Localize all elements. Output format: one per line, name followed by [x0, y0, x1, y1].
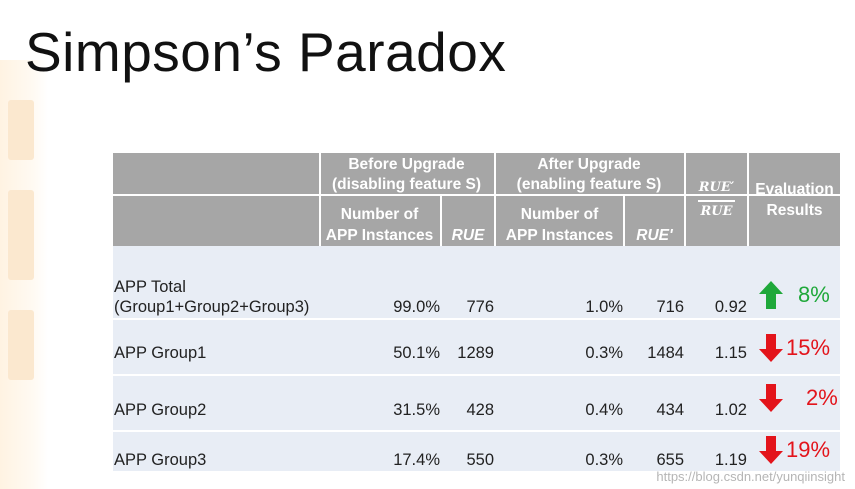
after-instances-value: 1.0% [585, 298, 623, 316]
left-watermark-decoration [0, 60, 48, 489]
row-label: APP Total [114, 278, 186, 296]
ratio-value: 0.92 [714, 298, 747, 316]
result-percent: 8% [798, 282, 830, 307]
row-label: APP Group2 [114, 401, 207, 419]
watermark-shape [8, 310, 34, 380]
ratio-numerator: RUE′ [698, 180, 735, 195]
row-divider [113, 374, 840, 376]
ratio-value: 1.15 [714, 344, 747, 362]
evaluation-result: 19% [758, 435, 830, 465]
evaluation-header: Evaluation Results [749, 153, 840, 246]
after-instances-header: Number of APP Instances [496, 196, 623, 246]
down-arrow-icon [759, 334, 783, 362]
before-instances-value: 31.5% [393, 401, 440, 419]
after-rue-value: 1484 [647, 344, 684, 362]
after-rue-value: 655 [656, 451, 684, 469]
before-instances-value: 17.4% [393, 451, 440, 469]
watermark-shape [8, 190, 34, 280]
row-label: APP Group1 [114, 344, 207, 362]
header-text: Number of [520, 206, 599, 223]
table-body [113, 246, 840, 471]
after-rue-value: 434 [656, 401, 684, 419]
watermark-shape [8, 100, 34, 160]
results-table: Before Upgrade (disabling feature S) Aft… [113, 153, 840, 471]
header-text: APP Instances [325, 227, 434, 244]
header-divider [747, 153, 749, 246]
ratio-value: 1.02 [714, 401, 747, 419]
header-text: Results [766, 202, 823, 219]
header-text: Evaluation [755, 181, 834, 198]
ratio-value: 1.19 [714, 451, 747, 469]
header-text: Number of [340, 206, 419, 223]
after-rue-header: RUE' [625, 196, 684, 246]
header-text: APP Instances [505, 227, 614, 244]
header-text: (disabling feature S) [332, 176, 481, 193]
after-instances-value: 0.4% [585, 401, 623, 419]
header-divider [113, 194, 840, 196]
fraction-bar [698, 200, 735, 202]
row-divider [113, 430, 840, 432]
header-divider [319, 153, 321, 246]
row-divider [113, 318, 840, 320]
after-instances-value: 0.3% [585, 451, 623, 469]
before-rue-header: RUE [442, 196, 494, 246]
row-label: (Group1+Group2+Group3) [114, 298, 310, 316]
source-watermark: https://blog.csdn.net/yunqiinsight [656, 469, 845, 484]
before-upgrade-header: Before Upgrade (disabling feature S) [319, 153, 494, 194]
before-instances-value: 50.1% [393, 344, 440, 362]
down-arrow-icon [759, 436, 783, 464]
header-text: (enabling feature S) [516, 176, 662, 193]
header-divider [623, 195, 625, 246]
result-percent: 2% [806, 385, 838, 410]
before-instances-header: Number of APP Instances [319, 196, 440, 246]
before-instances-value: 99.0% [393, 298, 440, 316]
after-upgrade-header: After Upgrade (enabling feature S) [494, 153, 684, 194]
header-divider [684, 153, 686, 246]
before-rue-value: 1289 [457, 344, 494, 362]
header-divider [494, 153, 496, 246]
after-instances-value: 0.3% [585, 344, 623, 362]
ratio-denominator: RUE [700, 204, 733, 219]
down-arrow-icon [759, 384, 783, 412]
header-text: RUE' [636, 227, 673, 244]
after-rue-value: 716 [656, 298, 684, 316]
header-text: RUE [451, 227, 485, 244]
row-label: APP Group3 [114, 451, 207, 469]
evaluation-result: 15% [758, 333, 830, 363]
result-percent: 19% [786, 437, 831, 462]
evaluation-result: 2% [758, 383, 838, 413]
header-divider [440, 195, 442, 246]
header-text: After Upgrade [537, 156, 641, 173]
before-rue-value: 776 [466, 298, 494, 316]
result-percent: 15% [786, 335, 831, 360]
evaluation-result: 8% [758, 280, 830, 310]
page-title: Simpson’s Paradox [25, 21, 507, 83]
up-arrow-icon [759, 281, 783, 309]
before-rue-value: 550 [466, 451, 494, 469]
header-text: Before Upgrade [348, 156, 465, 173]
header-row [113, 153, 840, 246]
before-rue-value: 428 [466, 401, 494, 419]
